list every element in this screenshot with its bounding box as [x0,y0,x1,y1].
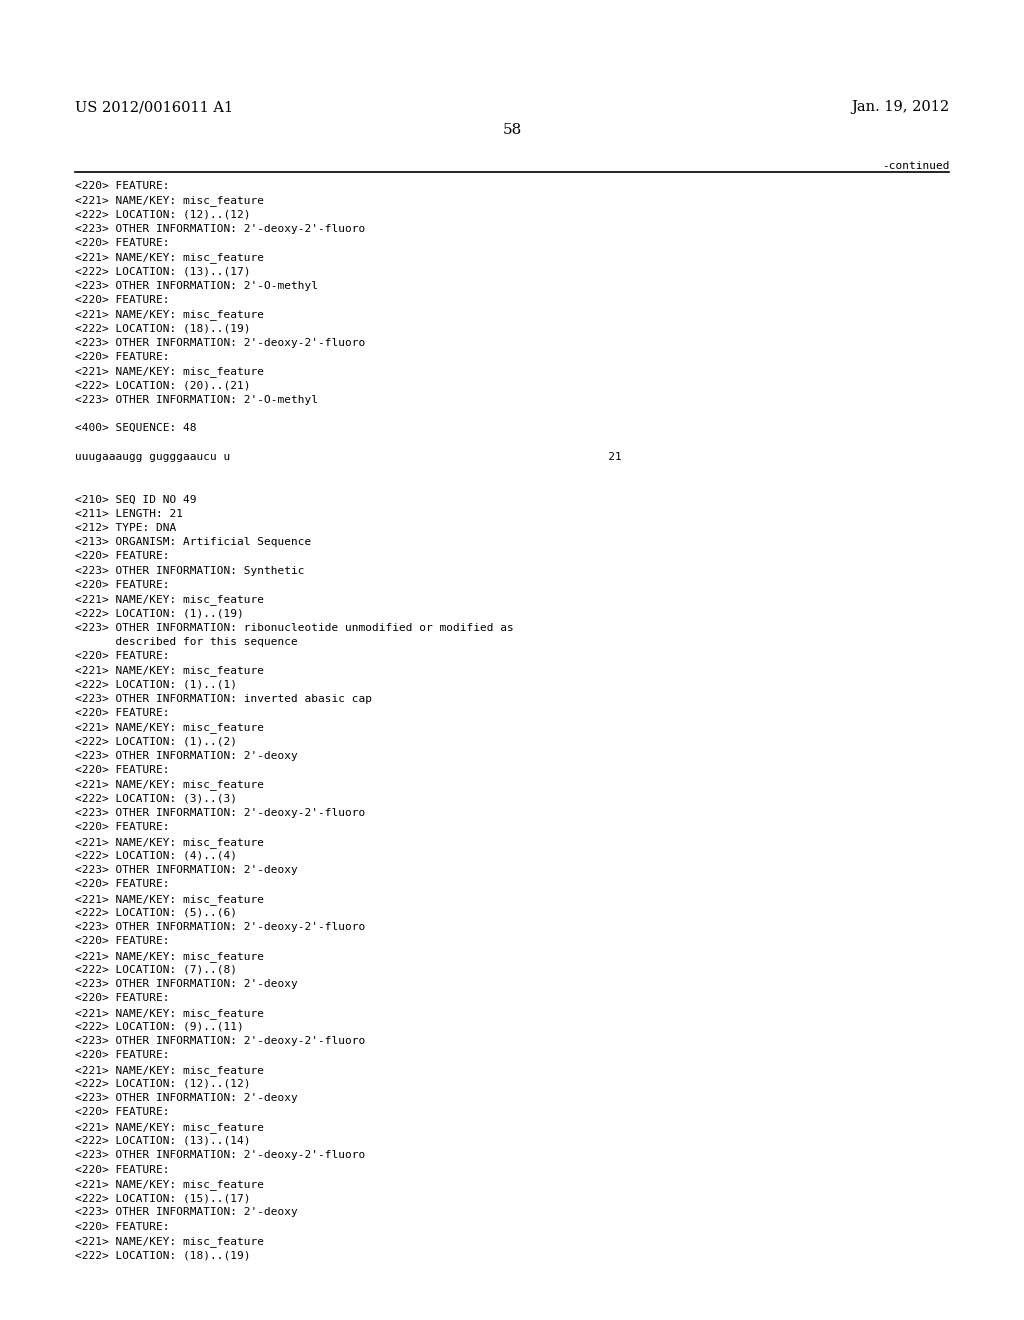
Text: <220> FEATURE:: <220> FEATURE: [75,352,169,362]
Text: <222> LOCATION: (20)..(21): <222> LOCATION: (20)..(21) [75,380,250,391]
Text: <220> FEATURE:: <220> FEATURE: [75,238,169,248]
Text: <213> ORGANISM: Artificial Sequence: <213> ORGANISM: Artificial Sequence [75,537,311,548]
Text: <220> FEATURE:: <220> FEATURE: [75,709,169,718]
Text: <223> OTHER INFORMATION: 2'-deoxy-2'-fluoro: <223> OTHER INFORMATION: 2'-deoxy-2'-flu… [75,1150,365,1160]
Text: <223> OTHER INFORMATION: 2'-O-methyl: <223> OTHER INFORMATION: 2'-O-methyl [75,395,317,405]
Text: <222> LOCATION: (12)..(12): <222> LOCATION: (12)..(12) [75,210,250,219]
Text: <222> LOCATION: (18)..(19): <222> LOCATION: (18)..(19) [75,1250,250,1261]
Text: <223> OTHER INFORMATION: ribonucleotide unmodified or modified as: <223> OTHER INFORMATION: ribonucleotide … [75,623,513,632]
Text: Jan. 19, 2012: Jan. 19, 2012 [851,100,949,115]
Text: <222> LOCATION: (3)..(3): <222> LOCATION: (3)..(3) [75,793,237,804]
Text: <220> FEATURE:: <220> FEATURE: [75,1221,169,1232]
Text: <221> NAME/KEY: misc_feature: <221> NAME/KEY: misc_feature [75,665,264,676]
Text: <223> OTHER INFORMATION: 2'-deoxy: <223> OTHER INFORMATION: 2'-deoxy [75,1208,298,1217]
Text: <223> OTHER INFORMATION: Synthetic: <223> OTHER INFORMATION: Synthetic [75,566,304,576]
Text: <222> LOCATION: (5)..(6): <222> LOCATION: (5)..(6) [75,908,237,917]
Text: <222> LOCATION: (7)..(8): <222> LOCATION: (7)..(8) [75,965,237,975]
Text: <220> FEATURE:: <220> FEATURE: [75,1164,169,1175]
Text: <211> LENGTH: 21: <211> LENGTH: 21 [75,508,182,519]
Text: <223> OTHER INFORMATION: 2'-deoxy: <223> OTHER INFORMATION: 2'-deoxy [75,1093,298,1104]
Text: <222> LOCATION: (18)..(19): <222> LOCATION: (18)..(19) [75,323,250,334]
Text: <221> NAME/KEY: misc_feature: <221> NAME/KEY: misc_feature [75,366,264,378]
Text: <221> NAME/KEY: misc_feature: <221> NAME/KEY: misc_feature [75,195,264,206]
Text: <222> LOCATION: (4)..(4): <222> LOCATION: (4)..(4) [75,851,237,861]
Text: <221> NAME/KEY: misc_feature: <221> NAME/KEY: misc_feature [75,594,264,605]
Text: <223> OTHER INFORMATION: 2'-deoxy-2'-fluoro: <223> OTHER INFORMATION: 2'-deoxy-2'-flu… [75,808,365,818]
Text: <222> LOCATION: (15)..(17): <222> LOCATION: (15)..(17) [75,1193,250,1203]
Text: US 2012/0016011 A1: US 2012/0016011 A1 [75,100,232,115]
Text: <222> LOCATION: (1)..(1): <222> LOCATION: (1)..(1) [75,680,237,690]
Text: <220> FEATURE:: <220> FEATURE: [75,181,169,191]
Text: <223> OTHER INFORMATION: 2'-deoxy-2'-fluoro: <223> OTHER INFORMATION: 2'-deoxy-2'-flu… [75,223,365,234]
Text: -continued: -continued [882,161,949,172]
Text: <222> LOCATION: (1)..(19): <222> LOCATION: (1)..(19) [75,609,244,619]
Text: <221> NAME/KEY: misc_feature: <221> NAME/KEY: misc_feature [75,1065,264,1076]
Text: <221> NAME/KEY: misc_feature: <221> NAME/KEY: misc_feature [75,1179,264,1189]
Text: <223> OTHER INFORMATION: inverted abasic cap: <223> OTHER INFORMATION: inverted abasic… [75,694,372,704]
Text: <220> FEATURE:: <220> FEATURE: [75,936,169,946]
Text: <223> OTHER INFORMATION: 2'-deoxy-2'-fluoro: <223> OTHER INFORMATION: 2'-deoxy-2'-flu… [75,338,365,347]
Text: <220> FEATURE:: <220> FEATURE: [75,579,169,590]
Text: <220> FEATURE:: <220> FEATURE: [75,879,169,890]
Text: <223> OTHER INFORMATION: 2'-deoxy: <223> OTHER INFORMATION: 2'-deoxy [75,865,298,875]
Text: <220> FEATURE:: <220> FEATURE: [75,651,169,661]
Text: 58: 58 [503,123,521,137]
Text: <221> NAME/KEY: misc_feature: <221> NAME/KEY: misc_feature [75,1122,264,1133]
Text: <221> NAME/KEY: misc_feature: <221> NAME/KEY: misc_feature [75,1007,264,1019]
Text: <221> NAME/KEY: misc_feature: <221> NAME/KEY: misc_feature [75,780,264,791]
Text: <212> TYPE: DNA: <212> TYPE: DNA [75,523,176,533]
Text: <221> NAME/KEY: misc_feature: <221> NAME/KEY: misc_feature [75,309,264,319]
Text: <221> NAME/KEY: misc_feature: <221> NAME/KEY: misc_feature [75,1236,264,1246]
Text: <220> FEATURE:: <220> FEATURE: [75,294,169,305]
Text: <221> NAME/KEY: misc_feature: <221> NAME/KEY: misc_feature [75,252,264,263]
Text: <223> OTHER INFORMATION: 2'-deoxy: <223> OTHER INFORMATION: 2'-deoxy [75,979,298,989]
Text: <400> SEQUENCE: 48: <400> SEQUENCE: 48 [75,424,197,433]
Text: <223> OTHER INFORMATION: 2'-deoxy-2'-fluoro: <223> OTHER INFORMATION: 2'-deoxy-2'-flu… [75,1036,365,1047]
Text: <221> NAME/KEY: misc_feature: <221> NAME/KEY: misc_feature [75,722,264,734]
Text: <221> NAME/KEY: misc_feature: <221> NAME/KEY: misc_feature [75,837,264,847]
Text: described for this sequence: described for this sequence [75,638,298,647]
Text: uuugaaaugg gugggaaucu u                                                        2: uuugaaaugg gugggaaucu u 2 [75,451,622,462]
Text: <223> OTHER INFORMATION: 2'-O-methyl: <223> OTHER INFORMATION: 2'-O-methyl [75,281,317,290]
Text: <220> FEATURE:: <220> FEATURE: [75,1051,169,1060]
Text: <222> LOCATION: (9)..(11): <222> LOCATION: (9)..(11) [75,1022,244,1032]
Text: <220> FEATURE:: <220> FEATURE: [75,1107,169,1118]
Text: <220> FEATURE:: <220> FEATURE: [75,766,169,775]
Text: <221> NAME/KEY: misc_feature: <221> NAME/KEY: misc_feature [75,894,264,904]
Text: <220> FEATURE:: <220> FEATURE: [75,994,169,1003]
Text: <220> FEATURE:: <220> FEATURE: [75,822,169,833]
Text: <222> LOCATION: (13)..(14): <222> LOCATION: (13)..(14) [75,1137,250,1146]
Text: <220> FEATURE:: <220> FEATURE: [75,552,169,561]
Text: <223> OTHER INFORMATION: 2'-deoxy-2'-fluoro: <223> OTHER INFORMATION: 2'-deoxy-2'-flu… [75,923,365,932]
Text: <222> LOCATION: (12)..(12): <222> LOCATION: (12)..(12) [75,1078,250,1089]
Text: <223> OTHER INFORMATION: 2'-deoxy: <223> OTHER INFORMATION: 2'-deoxy [75,751,298,762]
Text: <221> NAME/KEY: misc_feature: <221> NAME/KEY: misc_feature [75,950,264,961]
Text: <222> LOCATION: (1)..(2): <222> LOCATION: (1)..(2) [75,737,237,747]
Text: <210> SEQ ID NO 49: <210> SEQ ID NO 49 [75,495,197,504]
Text: <222> LOCATION: (13)..(17): <222> LOCATION: (13)..(17) [75,267,250,276]
